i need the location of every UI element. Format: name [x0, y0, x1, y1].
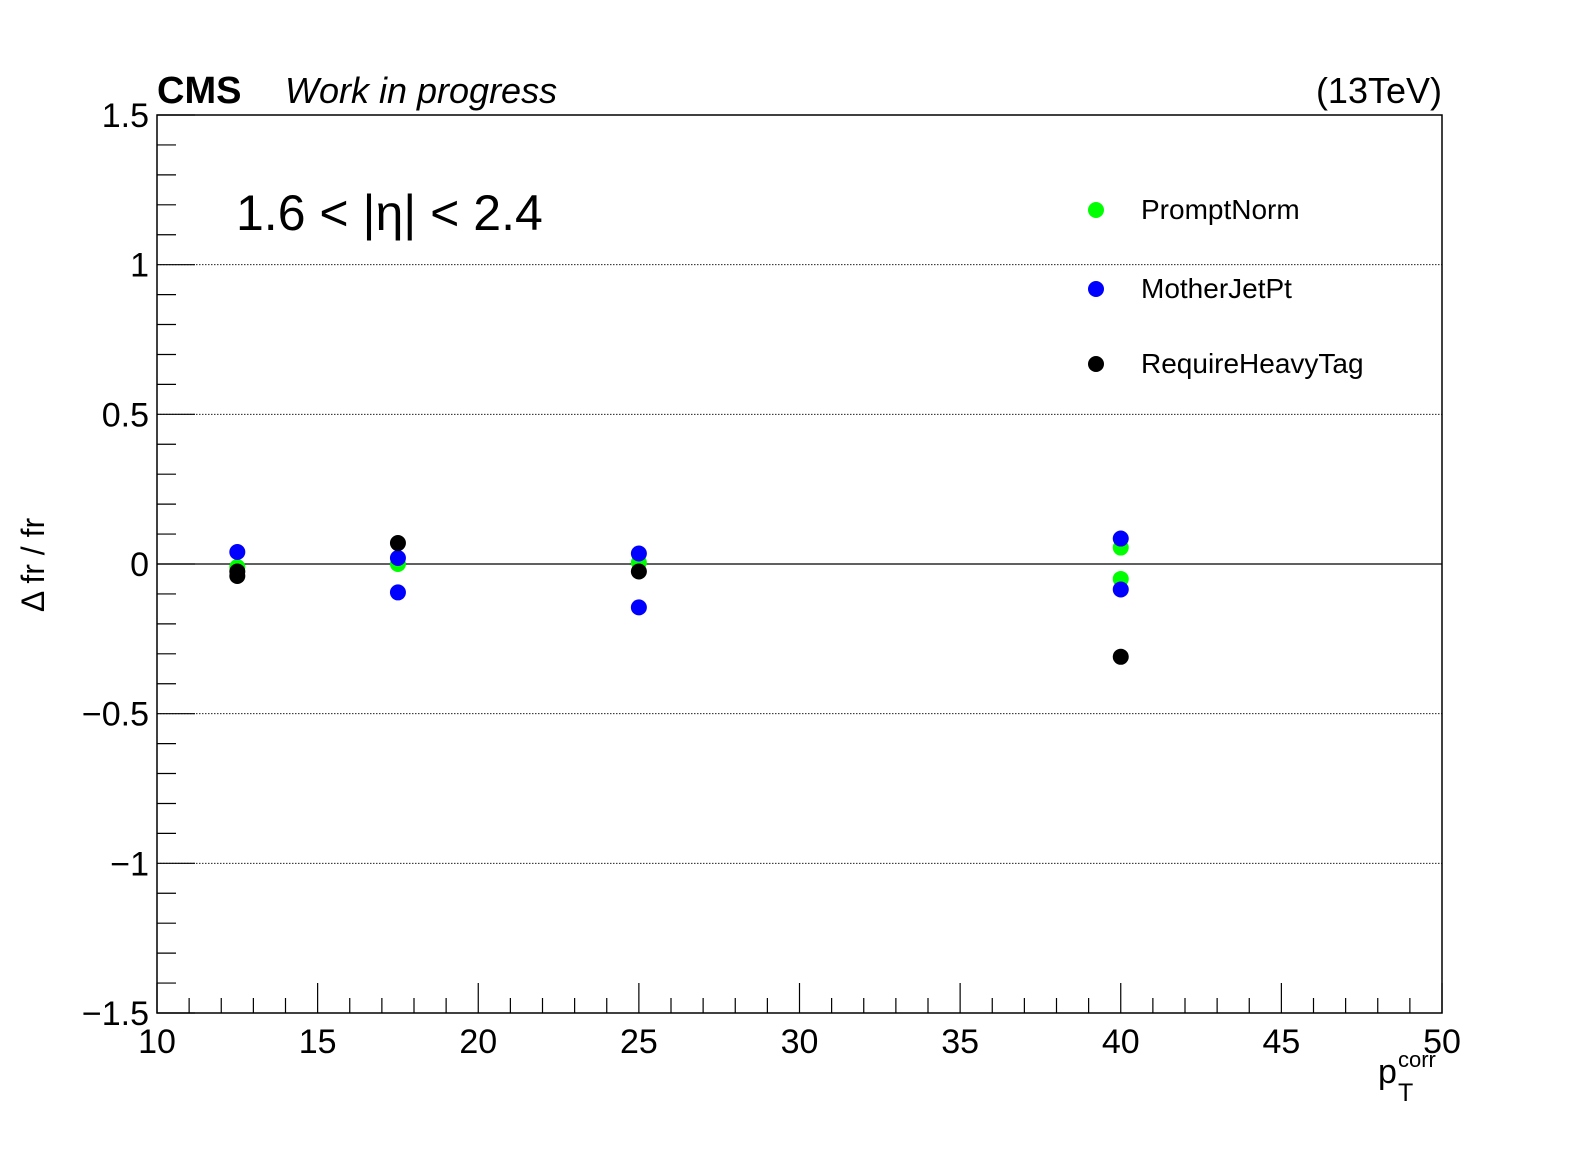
- status-label: Work in progress: [285, 70, 557, 111]
- y-tick-label: −0.5: [82, 696, 149, 734]
- y-tick-label: 0.5: [102, 396, 149, 434]
- data-point-MotherJetPt: [389, 550, 406, 567]
- x-tick-label: 15: [299, 1023, 337, 1061]
- legend: PromptNorm MotherJetPt RequireHeavyTag: [1088, 194, 1364, 379]
- x-axis-label: p: [1378, 1053, 1397, 1091]
- x-axis-label-sup: corr: [1398, 1047, 1436, 1072]
- data-point-MotherJetPt: [1112, 530, 1129, 547]
- y-tick-label: 1: [130, 247, 149, 285]
- y-tick-label: 0: [130, 546, 149, 584]
- y-axis-label: Δ fr / fr: [15, 518, 51, 613]
- x-tick-label: 40: [1102, 1023, 1140, 1061]
- x-tick-label: 35: [941, 1023, 979, 1061]
- energy-label: (13TeV): [1316, 70, 1442, 111]
- experiment-label: CMS: [157, 70, 241, 112]
- legend-label: RequireHeavyTag: [1141, 348, 1364, 379]
- x-axis-label-sub: T: [1398, 1079, 1413, 1107]
- y-tick-label: −1.5: [82, 995, 149, 1033]
- y-tick-label: −1: [110, 845, 149, 883]
- legend-marker: [1088, 356, 1104, 372]
- tick-labels: 10 15 20 25 30 35 40 45 50 −1.5 −1 −0.5 0 0.5 1 1.5: [82, 97, 1461, 1061]
- x-tick-label: 50: [1423, 1023, 1461, 1061]
- data-point-RequireHeavyTag: [229, 567, 246, 584]
- x-tick-label: 30: [781, 1023, 819, 1061]
- x-tick-label: 20: [459, 1023, 497, 1061]
- x-tick-label: 25: [620, 1023, 658, 1061]
- legend-marker: [1088, 281, 1104, 297]
- data-points: [229, 530, 1129, 665]
- x-tick-label: 10: [138, 1023, 176, 1061]
- y-tick-label: 1.5: [102, 97, 149, 135]
- data-point-MotherJetPt: [389, 584, 406, 601]
- grid: [157, 264, 1442, 864]
- axis-ticks: [156, 114, 1443, 1014]
- x-tick-label: 45: [1262, 1023, 1300, 1061]
- data-point-MotherJetPt: [1112, 581, 1129, 598]
- data-point-RequireHeavyTag: [630, 563, 647, 580]
- eta-annotation: 1.6 < |η| < 2.4: [236, 185, 543, 241]
- data-point-RequireHeavyTag: [389, 535, 406, 552]
- data-point-MotherJetPt: [229, 544, 246, 561]
- legend-label: MotherJetPt: [1141, 273, 1292, 304]
- legend-marker: [1088, 202, 1104, 218]
- x-axis-label-base: p: [1378, 1053, 1397, 1091]
- data-point-MotherJetPt: [630, 599, 647, 616]
- legend-label: PromptNorm: [1141, 194, 1300, 225]
- data-point-RequireHeavyTag: [1112, 648, 1129, 665]
- data-point-MotherJetPt: [630, 545, 647, 562]
